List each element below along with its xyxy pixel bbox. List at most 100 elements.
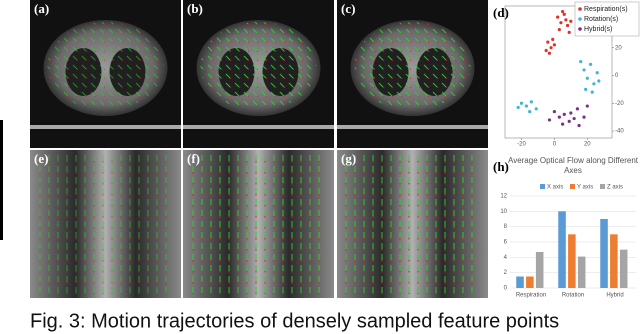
y-tick-label: 0 — [504, 286, 508, 292]
panel-label: (h) — [493, 159, 509, 174]
flow — [200, 22, 317, 110]
x-tick-label: Respiration — [516, 293, 546, 299]
legend-swatch — [570, 184, 575, 189]
point — [585, 76, 589, 80]
point — [567, 119, 571, 123]
point — [524, 104, 529, 108]
x-tick-label: 0 — [553, 142, 557, 148]
legend-label: X axis — [547, 185, 563, 191]
y-tick-label: 8 — [504, 224, 508, 230]
legend-marker — [578, 7, 582, 11]
panel-label: (g) — [341, 151, 356, 166]
chart-title: Average Optical Flow along Different Axe… — [508, 156, 638, 175]
panel-label: (a) — [34, 1, 49, 16]
point — [579, 59, 583, 64]
table — [183, 125, 334, 129]
point — [547, 51, 552, 55]
legend-marker — [578, 27, 582, 31]
y-tick-label: 2 — [504, 270, 508, 276]
point — [584, 87, 588, 91]
point — [546, 40, 550, 44]
legend-label: Rotation(s) — [584, 16, 618, 23]
point — [549, 46, 553, 50]
bar — [526, 276, 534, 288]
x-tick-label: Hybrid — [606, 293, 623, 299]
bar — [577, 256, 586, 288]
bar — [516, 276, 524, 288]
legend-label: Z axis — [607, 185, 623, 191]
x-tick-label: Rotation — [562, 293, 584, 299]
point — [569, 19, 573, 23]
table — [337, 125, 488, 129]
panel-label: (d) — [493, 5, 509, 20]
point — [590, 90, 594, 94]
legend-swatch — [540, 184, 545, 189]
point — [519, 101, 524, 105]
point — [561, 122, 565, 126]
panel-label: (c) — [341, 1, 355, 16]
point — [516, 105, 520, 110]
flow — [345, 154, 480, 294]
point — [534, 107, 538, 111]
point — [564, 18, 568, 22]
y-tick-label: 20 — [615, 45, 622, 51]
legend-marker — [578, 17, 582, 21]
point — [592, 82, 596, 86]
x-tick-label: 20 — [584, 142, 591, 148]
bar — [535, 251, 544, 288]
point — [556, 15, 560, 19]
point — [582, 115, 586, 119]
point — [569, 111, 573, 115]
point — [544, 48, 548, 53]
point — [547, 118, 552, 122]
bar — [619, 249, 628, 288]
flow — [38, 154, 173, 294]
point — [551, 37, 555, 41]
legend-label: Hybrid(s) — [584, 26, 612, 33]
point — [567, 30, 571, 34]
legend-box — [574, 1, 640, 37]
y-tick-label: -40 — [615, 129, 624, 135]
bar — [600, 219, 608, 288]
bar — [610, 234, 618, 288]
panel-label: (b) — [187, 1, 203, 16]
legend-label: Respiration(s) — [584, 6, 628, 13]
image-panels: (a) (b) (c) (e) (f) (g) — [30, 0, 488, 298]
y-tick-label: 10 — [500, 209, 507, 215]
y-tick-label: -20 — [615, 101, 624, 107]
point — [565, 23, 570, 28]
point — [589, 62, 593, 66]
flow — [47, 22, 164, 110]
y-tick-label: 12 — [500, 194, 507, 200]
edge-bar — [0, 120, 3, 240]
y-tick-label: 0 — [615, 73, 619, 79]
point — [597, 79, 601, 83]
point — [562, 112, 566, 116]
point — [582, 68, 586, 72]
point — [572, 116, 576, 121]
point — [528, 110, 532, 114]
point — [595, 71, 599, 75]
point — [552, 43, 556, 47]
point — [561, 9, 565, 14]
flow — [191, 154, 326, 294]
flow — [354, 22, 471, 110]
charts: -40-2002040-20020Respiration(s)Rotation(… — [493, 1, 640, 299]
point — [562, 12, 566, 16]
legend-label: Y axis — [577, 185, 593, 191]
point — [552, 110, 556, 114]
x-tick-label: -20 — [517, 142, 526, 148]
point — [577, 123, 581, 128]
table — [30, 125, 181, 129]
point — [557, 115, 561, 119]
y-tick-label: 6 — [504, 240, 508, 246]
caption: Fig. 3: Motion trajectories of densely s… — [30, 310, 559, 332]
panel-label: (f) — [187, 151, 200, 166]
bar — [558, 211, 566, 288]
bar — [568, 234, 576, 288]
chart-title-box: Average Optical Flow along Different Axe… — [508, 156, 638, 175]
point — [557, 28, 561, 32]
y-tick-label: 4 — [504, 255, 508, 261]
